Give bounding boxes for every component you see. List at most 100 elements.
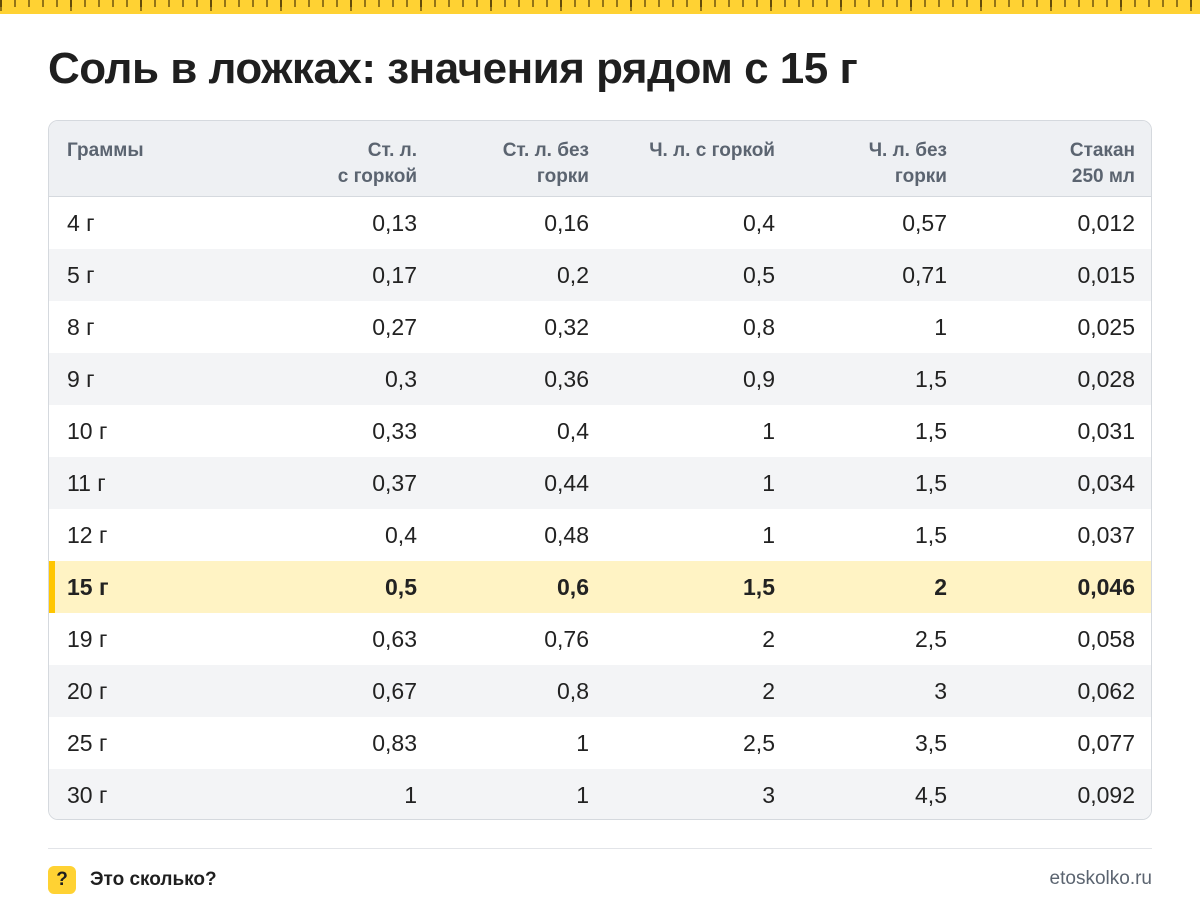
cell-tsp-level: 2,5 [915,625,947,652]
cell-cup-250ml: 0,062 [1077,677,1135,704]
table-row: 20 г 0,67 0,8 2 3 0,062 [49,665,1151,717]
cell-tbsp-level: 0,4 [557,417,589,444]
cell-tsp-level: 1,5 [915,365,947,392]
cell-grams: 4 г [67,209,95,236]
cell-tbsp-heaped: 0,17 [372,261,417,288]
cell-tsp-level: 0,57 [902,209,947,236]
cell-tsp-heaped: 1 [762,469,775,496]
cell-tsp-heaped: 2 [762,625,775,652]
cell-tbsp-heaped: 0,13 [372,209,417,236]
cell-tsp-heaped: 0,8 [743,313,775,340]
cell-tbsp-heaped: 0,37 [372,469,417,496]
cell-tbsp-heaped: 0,3 [385,365,417,392]
header-tsp-heaped: Ч. л. с горкой [649,140,775,161]
cell-tsp-level: 1 [934,313,947,340]
conversion-table: Граммы Ст. л. с горкой Ст. л. без горки … [48,120,1152,820]
header-grams: Граммы [67,140,144,161]
cell-tbsp-level: 0,76 [544,625,589,652]
cell-tbsp-level: 0,44 [544,469,589,496]
table-row: 10 г 0,33 0,4 1 1,5 0,031 [49,405,1151,457]
cell-tsp-heaped: 0,9 [743,365,775,392]
header-tsp-level: Ч. л. без горки [868,140,947,187]
cell-tbsp-level: 0,6 [557,573,589,600]
header-cup-250ml: Стакан 250 мл [1069,140,1135,187]
cell-tbsp-heaped: 0,67 [372,677,417,704]
brand-name: Это сколько? [90,869,217,890]
cell-grams: 8 г [67,313,95,340]
cell-tsp-level: 4,5 [915,781,947,808]
cell-tbsp-level: 0,16 [544,209,589,236]
cell-tbsp-heaped: 1 [404,781,417,808]
cell-tbsp-level: 1 [576,781,589,808]
table-row: 8 г 0,27 0,32 0,8 1 0,025 [49,301,1151,353]
cell-cup-250ml: 0,037 [1077,521,1135,548]
table-row: 4 г 0,13 0,16 0,4 0,57 0,012 [49,197,1151,249]
cell-cup-250ml: 0,025 [1077,313,1135,340]
table-row: 25 г 0,83 1 2,5 3,5 0,077 [49,717,1151,769]
cell-tsp-heaped: 1,5 [743,573,775,600]
cell-cup-250ml: 0,028 [1077,365,1135,392]
page-title: Соль в ложках: значения рядом с 15 г [48,44,858,93]
cell-tsp-level: 1,5 [915,521,947,548]
table-body: 4 г 0,13 0,16 0,4 0,57 0,012 5 г 0,17 0,2 0,5 0,71… [49,197,1151,819]
footer-divider [48,848,1152,849]
brand: ? Это сколько? [48,866,217,894]
cell-tbsp-heaped: 0,63 [372,625,417,652]
cell-grams: 15 г [67,573,109,600]
cell-grams: 9 г [67,365,95,392]
cell-tbsp-heaped: 0,33 [372,417,417,444]
header-tbsp-level: Ст. л. без горки [502,140,589,187]
table-header: Граммы Ст. л. с горкой Ст. л. без горки … [49,121,1151,197]
cell-grams: 30 г [67,781,108,808]
cell-cup-250ml: 0,092 [1077,781,1135,808]
cell-grams: 5 г [67,261,95,288]
table-row: 9 г 0,3 0,36 0,9 1,5 0,028 [49,353,1151,405]
cell-tsp-heaped: 1 [762,521,775,548]
cell-tsp-level: 1,5 [915,417,947,444]
ruler-decoration [0,0,1200,14]
cell-grams: 10 г [67,417,108,444]
cell-tbsp-heaped: 0,5 [385,573,417,600]
cell-tsp-heaped: 1 [762,417,775,444]
table-row: 12 г 0,4 0,48 1 1,5 0,037 [49,509,1151,561]
table-row: 5 г 0,17 0,2 0,5 0,71 0,015 [49,249,1151,301]
cell-tbsp-level: 0,2 [557,261,589,288]
cell-cup-250ml: 0,058 [1077,625,1135,652]
table-row: 19 г 0,63 0,76 2 2,5 0,058 [49,613,1151,665]
cell-cup-250ml: 0,077 [1077,729,1135,756]
cell-tbsp-level: 0,8 [557,677,589,704]
cell-tsp-heaped: 2,5 [743,729,775,756]
cell-cup-250ml: 0,031 [1077,417,1135,444]
cell-tbsp-heaped: 0,27 [372,313,417,340]
cell-tbsp-heaped: 0,4 [385,521,417,548]
cell-tsp-heaped: 0,4 [743,209,775,236]
cell-tsp-heaped: 3 [762,781,775,808]
site-url: etoskolko.ru [1049,868,1152,889]
cell-tbsp-level: 0,48 [544,521,589,548]
header-tbsp-heaped: Ст. л. с горкой [337,140,417,187]
question-mark-icon: ? [48,866,76,894]
cell-tsp-level: 3,5 [915,729,947,756]
table-row: 11 г 0,37 0,44 1 1,5 0,034 [49,457,1151,509]
cell-cup-250ml: 0,012 [1077,209,1135,236]
cell-tbsp-heaped: 0,83 [372,729,417,756]
cell-grams: 11 г [67,469,106,496]
cell-tbsp-level: 0,36 [544,365,589,392]
cell-cup-250ml: 0,015 [1077,261,1135,288]
table-row-highlighted: 15 г 0,5 0,6 1,5 2 0,046 [49,561,1151,613]
table-row: 30 г 1 1 3 4,5 0,092 [49,769,1151,819]
cell-tsp-heaped: 2 [762,677,775,704]
cell-tbsp-level: 1 [576,729,589,756]
cell-tsp-level: 1,5 [915,469,947,496]
cell-cup-250ml: 0,046 [1077,573,1135,600]
cell-tsp-level: 3 [934,677,947,704]
cell-tbsp-level: 0,32 [544,313,589,340]
cell-grams: 25 г [67,729,108,756]
cell-tsp-level: 0,71 [902,261,947,288]
cell-tsp-heaped: 0,5 [743,261,775,288]
cell-grams: 12 г [67,521,108,548]
cell-tsp-level: 2 [934,573,947,600]
cell-grams: 20 г [67,677,108,704]
cell-cup-250ml: 0,034 [1077,469,1135,496]
